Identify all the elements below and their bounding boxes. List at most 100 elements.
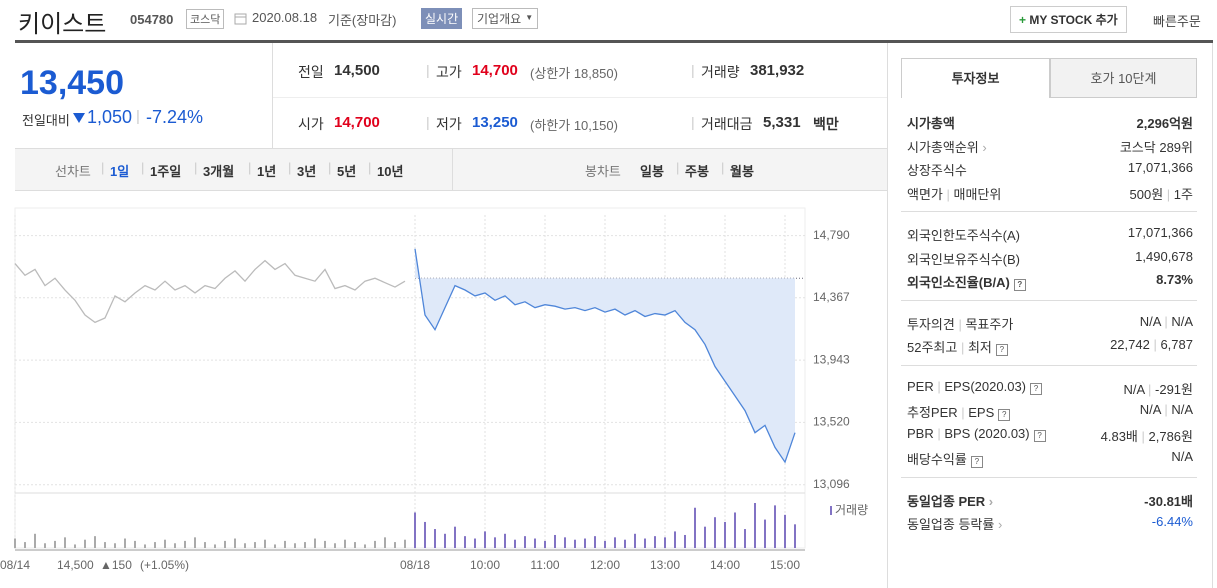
volume-bar xyxy=(784,514,786,548)
item-value: 14,500 xyxy=(334,62,380,79)
label-part: 52주최고 xyxy=(907,340,958,355)
help-icon[interactable]: ? xyxy=(1030,382,1043,395)
volume-bar xyxy=(154,542,156,548)
separator: | xyxy=(691,114,695,130)
separator: | xyxy=(957,405,969,420)
label-part: 상장주식수 xyxy=(907,163,967,178)
separator: | xyxy=(691,62,695,78)
volume-bar xyxy=(354,542,356,548)
my-stock-text: MY STOCK 추가 xyxy=(1029,13,1118,27)
link-arrow[interactable]: › xyxy=(994,517,1003,532)
header-rule xyxy=(15,40,1213,43)
volume-bar xyxy=(344,539,346,548)
volume-bar xyxy=(304,542,306,548)
my-stock-button[interactable]: + MY STOCK 추가 xyxy=(1010,6,1127,33)
price-line xyxy=(414,248,796,464)
item-unit: 백만 xyxy=(813,116,839,132)
info-tab[interactable]: 투자정보 xyxy=(901,58,1050,98)
period-tab[interactable]: 월봉 xyxy=(730,164,754,179)
volume-bar xyxy=(134,540,136,548)
info-value: N/A xyxy=(1171,449,1193,464)
volume-bar xyxy=(104,542,106,548)
period-tab[interactable]: 10년 xyxy=(377,164,404,179)
label-part: 외국인소진율(B/A) xyxy=(907,275,1010,290)
period-tab[interactable]: 주봉 xyxy=(685,164,709,179)
label-part: 동일업종 PER xyxy=(907,493,986,509)
period-tab[interactable]: 일봉 xyxy=(640,164,664,179)
separator: | xyxy=(194,160,198,175)
volume-bar xyxy=(424,521,426,548)
period-tab[interactable]: 1주일 xyxy=(150,164,182,179)
label-part: PBR xyxy=(907,425,934,441)
volume-bar xyxy=(314,538,316,548)
value-part: 코스닥 289위 xyxy=(1119,139,1193,155)
label-part: 외국인한도주식수(A) xyxy=(907,228,1021,243)
help-icon[interactable]: ? xyxy=(995,344,1008,356)
separator: | xyxy=(328,160,332,175)
volume-bar xyxy=(594,536,596,548)
y-tick-label: 13,520 xyxy=(813,415,850,429)
volume-bar xyxy=(334,543,336,548)
volume-bar xyxy=(654,536,656,548)
volume-bar xyxy=(404,539,406,548)
period-tab[interactable]: 5년 xyxy=(337,164,357,179)
value-part: 1,490,678 xyxy=(1135,248,1193,264)
period-tab[interactable]: 3개월 xyxy=(203,164,235,179)
info-value: -30.81배 xyxy=(1144,491,1193,510)
item-value: 13,250 xyxy=(472,114,518,131)
volume-bar xyxy=(94,536,96,548)
panel-border xyxy=(887,43,888,588)
help-icon[interactable]: ? xyxy=(998,409,1011,421)
current-price: 13,450 xyxy=(20,64,124,102)
separator: | xyxy=(676,160,680,175)
quick-order[interactable]: 빠른주문 xyxy=(1153,14,1201,29)
volume-bar xyxy=(364,544,366,548)
change: 1,050 xyxy=(87,107,133,127)
stock-name: 키이스트 xyxy=(18,11,107,38)
help-icon[interactable]: ? xyxy=(970,456,983,468)
value-part: -6.44% xyxy=(1151,514,1193,529)
info-value: 8.73% xyxy=(1156,272,1193,287)
volume-bar xyxy=(744,529,746,548)
volume-bar xyxy=(734,512,736,548)
info-label: 52주최고 | 최저? xyxy=(907,337,1008,356)
period-tab[interactable]: 1년 xyxy=(257,164,277,179)
info-tab[interactable]: 호가 10단계 xyxy=(1050,58,1197,98)
label-part: 투자의견 xyxy=(907,316,955,332)
value-part: N/A xyxy=(1123,381,1145,397)
volume-bar xyxy=(284,540,286,548)
help-icon[interactable]: ? xyxy=(1033,429,1046,442)
info-label: 상장주식수 xyxy=(907,160,967,179)
realtime-badge[interactable]: 실시간 xyxy=(421,8,463,29)
volume-bar xyxy=(224,540,226,548)
help-icon[interactable]: ? xyxy=(1013,279,1026,291)
chart: 14,790 14,367 13,943 13,520 13,096 08/14 08/18… xyxy=(0,207,868,572)
separator: | xyxy=(368,160,372,175)
y-tick-label: 14,367 xyxy=(813,290,850,304)
period-tab[interactable]: 3년 xyxy=(297,164,317,179)
separator: | xyxy=(933,425,945,441)
company-info[interactable]: 기업개요 ▼ xyxy=(472,8,539,29)
volume-bar xyxy=(774,505,776,548)
volume-bar xyxy=(394,542,396,548)
info-label: 외국인한도주식수(A) xyxy=(907,225,1020,244)
separator: | xyxy=(933,378,945,394)
label-part: 시가총액순위 xyxy=(907,139,979,155)
label-part: BPS (2020.03) xyxy=(944,425,1030,441)
period-tab[interactable]: 1일 xyxy=(110,164,130,179)
stock-code: 054780 xyxy=(130,12,174,27)
item-value: 14,700 xyxy=(472,62,518,79)
date: 2020.08.18 xyxy=(252,10,318,25)
volume-bar xyxy=(274,544,276,548)
plot-frame xyxy=(14,207,806,549)
value-part: 17,071,366 xyxy=(1127,225,1193,240)
volume-bar xyxy=(144,544,146,548)
link-arrow[interactable]: › xyxy=(985,493,994,509)
value-part: 2,786원 xyxy=(1148,428,1194,444)
info-value: 4.83배 | 2,786원 xyxy=(1101,426,1193,445)
volume-bar xyxy=(514,539,516,548)
link-arrow[interactable]: › xyxy=(978,139,987,155)
separator: | xyxy=(1149,337,1161,352)
legend-label: 거래량 xyxy=(835,503,868,517)
